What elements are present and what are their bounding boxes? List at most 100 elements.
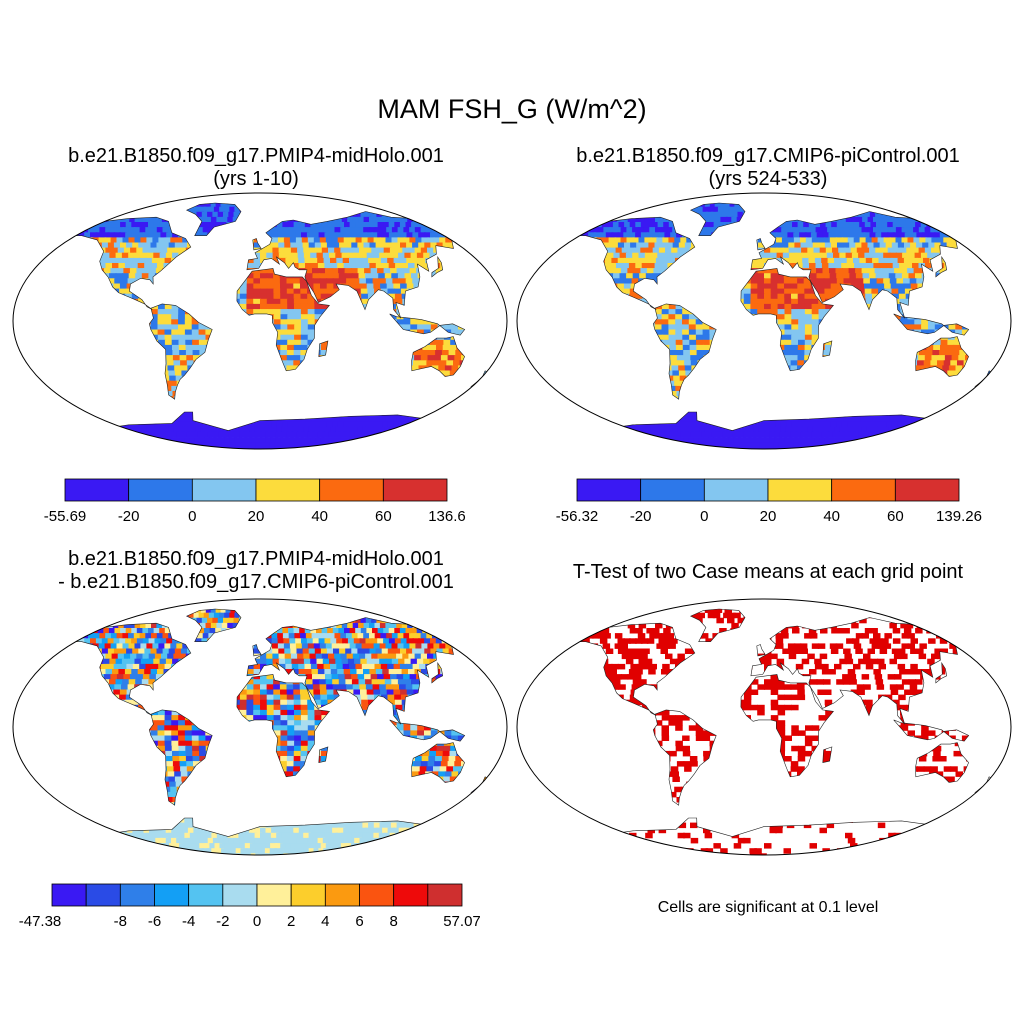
panel-4-title-line1: T-Test of two Case means at each grid po… <box>572 561 964 583</box>
colorbar-tick-label: -20 <box>630 508 652 525</box>
map-border <box>516 598 1012 856</box>
colorbar-tick-label: 136.6 <box>428 508 466 525</box>
map-case1 <box>12 192 508 450</box>
colorbar-tick-label: 60 <box>375 508 392 525</box>
panel-3-title-line1: b.e21.B1850.f09_g17.PMIP4-midHolo.001 <box>68 548 444 570</box>
coast-australia <box>411 742 465 783</box>
colorbar-box <box>255 478 321 502</box>
map-case2 <box>516 192 1012 450</box>
coast-eurasia <box>246 211 471 319</box>
map-border <box>516 192 1012 450</box>
colorbar-tick-label: -8 <box>114 913 127 930</box>
panel-1-title: b.e21.B1850.f09_g17.PMIP4-midHolo.001 (y… <box>0 145 512 191</box>
coast-africa <box>236 674 330 778</box>
coast-africa <box>740 674 834 778</box>
colorbar-tick-label: 2 <box>287 913 295 930</box>
coast-japan <box>431 661 444 684</box>
panel-2-title-line1: b.e21.B1850.f09_g17.CMIP6-piControl.001 <box>576 145 960 167</box>
map-ttest <box>516 598 1012 856</box>
colorbar-box <box>640 478 705 502</box>
coast-eurasia <box>246 617 471 725</box>
colorbar-box <box>576 478 642 502</box>
grid-cells <box>566 203 995 449</box>
coast-indonesia <box>389 313 466 336</box>
coast-south-america <box>148 709 213 806</box>
colorbar-tick-label: -6 <box>148 913 161 930</box>
coast-madagascar <box>318 340 329 357</box>
coast-indonesia <box>893 313 970 336</box>
coast-madagascar <box>318 746 329 763</box>
coast-australia <box>411 336 465 377</box>
coast-north-america <box>567 216 696 310</box>
colorbar-box <box>427 883 463 907</box>
colorbar-box <box>767 478 833 502</box>
coast-japan <box>935 255 948 278</box>
coast-south-america <box>652 709 717 806</box>
map-border <box>12 598 508 856</box>
coast-uk <box>756 644 766 657</box>
colorbar-tick-label: 4 <box>321 913 329 930</box>
colorbar-tick-label: 8 <box>389 913 397 930</box>
colorbar-difference: -47.38 -8 -6 -4 -2 0 2 4 6 8 57.07 <box>19 883 481 930</box>
panel-2-title: b.e21.B1850.f09_g17.CMIP6-piControl.001 … <box>512 145 1024 191</box>
figure-title: MAM FSH_G (W/m^2) <box>377 94 647 124</box>
coast-africa <box>740 268 834 372</box>
colorbar-box <box>51 883 87 907</box>
map-area <box>60 202 492 449</box>
colorbar-box <box>359 883 395 907</box>
colorbar-tick-label: 0 <box>188 508 196 525</box>
coast-eurasia <box>750 617 975 725</box>
colorbar-box <box>290 883 326 907</box>
significance-note: Cells are significant at 0.1 level <box>657 899 879 916</box>
colorbar-tick-label: 6 <box>355 913 363 930</box>
panel-2-title-line2: (yrs 524-533) <box>708 168 828 190</box>
coast-eurasia <box>750 211 975 319</box>
coast-north-america <box>63 216 192 310</box>
coast-south-america <box>148 303 213 400</box>
colorbar-tick-label: 20 <box>248 508 265 525</box>
coast-australia <box>915 336 969 377</box>
coast-madagascar <box>822 746 833 763</box>
colorbar-box <box>256 883 292 907</box>
colorbar-box <box>64 478 130 502</box>
colorbar-box <box>382 478 448 502</box>
panel-4-title: T-Test of two Case means at each grid po… <box>512 561 1024 584</box>
coast-africa <box>236 268 330 372</box>
colorbar-box <box>894 478 960 502</box>
coast-australia <box>915 742 969 783</box>
coast-uk <box>252 644 262 657</box>
colorbar-tick-label: -2 <box>216 913 229 930</box>
coast-greenland <box>185 202 242 237</box>
colorbar-box <box>703 478 769 502</box>
map-area <box>564 608 996 855</box>
colorbar-tick-label: 139.26 <box>936 508 982 525</box>
map-difference <box>12 598 508 856</box>
coast-uk <box>756 238 766 251</box>
panel-3-title-line2: - b.e21.B1850.f09_g17.CMIP6-piControl.00… <box>58 571 454 593</box>
coast-japan <box>431 255 444 278</box>
colorbar-tick-label: -4 <box>182 913 195 930</box>
colorbar-tick-label: 0 <box>253 913 261 930</box>
coast-south-america <box>652 303 717 400</box>
panel-3-title: b.e21.B1850.f09_g17.PMIP4-midHolo.001 - … <box>0 548 512 594</box>
colorbar-tick-label: 40 <box>311 508 328 525</box>
colorbar-box <box>222 883 258 907</box>
coast-japan <box>935 661 948 684</box>
colorbar-box <box>831 478 896 502</box>
colorbar-case1: -55.69 -20 0 20 40 60 136.6 <box>44 478 466 525</box>
grid-cells <box>62 203 491 449</box>
colorbar-tick-label: 0 <box>700 508 708 525</box>
colorbar-tick-label: 40 <box>823 508 840 525</box>
colorbar-box <box>128 478 193 502</box>
colorbar-box <box>188 883 224 907</box>
colorbar-box <box>319 478 384 502</box>
colorbar-tick-label: 60 <box>887 508 904 525</box>
colorbar-case2: -56.32 -20 0 20 40 60 139.26 <box>556 478 982 525</box>
coast-madagascar <box>822 340 833 357</box>
coast-greenland <box>185 608 242 643</box>
coast-greenland <box>689 608 746 643</box>
land-antarctica <box>566 818 962 855</box>
colorbar-box <box>324 883 360 907</box>
colorbar-box <box>154 883 190 907</box>
panel-1-title-line1: b.e21.B1850.f09_g17.PMIP4-midHolo.001 <box>68 145 444 167</box>
